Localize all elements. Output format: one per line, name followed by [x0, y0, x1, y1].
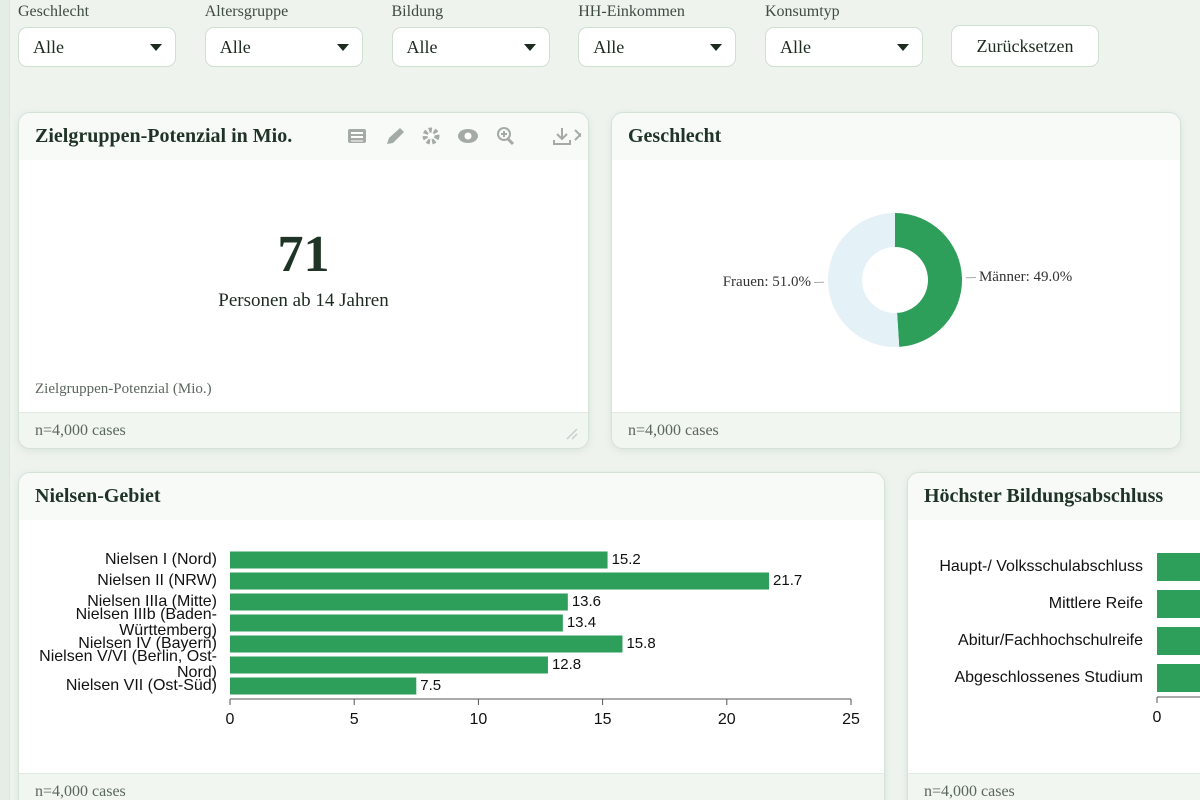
y-tick-label: Nielsen VII (Ost-Süd) — [65, 677, 217, 694]
select-value: Alle — [593, 37, 625, 57]
y-tick-label: Mittlere Reife — [1048, 595, 1143, 612]
kpi-panel: Zielgruppen-Potenzial in Mio. 71 Persone… — [18, 112, 589, 449]
filter-select[interactable]: Alle — [391, 27, 550, 67]
filter-label: Geschlecht — [18, 3, 90, 20]
y-tick-label: Nielsen IIIa (Mitte) — [87, 593, 217, 610]
panel-header — [19, 113, 588, 160]
y-tick-label: Nielsen V/VI (Berlin, Ost-Nord) — [39, 648, 217, 681]
panel-toolbar[interactable] — [345, 125, 581, 149]
panel-title: Geschlecht — [628, 125, 722, 147]
caret — [336, 44, 349, 51]
filter-label: Bildung — [391, 3, 444, 20]
select-value: Alle — [33, 37, 64, 57]
kpi-value: 71 — [277, 226, 330, 283]
panel-header — [612, 113, 1180, 160]
resize-handle[interactable] — [564, 426, 580, 442]
select-caret — [897, 44, 909, 51]
filter-label: Konsumtyp — [765, 3, 840, 20]
filter-select[interactable]: Alle — [18, 27, 176, 67]
panel-header — [19, 473, 884, 520]
caret — [897, 44, 909, 51]
panel-title: Zielgruppen-Potenzial in Mio. — [35, 125, 293, 147]
panel-footer: n=4,000 cases — [19, 412, 588, 448]
caret — [523, 44, 536, 51]
reset-button[interactable]: Zurücksetzen — [951, 25, 1099, 67]
caret — [150, 44, 162, 51]
y-tick-label: Nielsen IIIb (Baden-Württemberg) — [75, 606, 217, 639]
y-tick-label: Abitur/Fachhochschulreife — [958, 632, 1143, 649]
select-caret — [336, 44, 349, 51]
panel-header — [908, 473, 1200, 520]
filter-select[interactable]: Alle — [204, 27, 363, 67]
case-count: n=4,000 cases — [35, 783, 126, 800]
y-tick-label: Abgeschlossenes Studium — [954, 669, 1143, 686]
panel-footer: n=4,000 cases — [19, 773, 884, 800]
case-count: n=4,000 cases — [628, 422, 719, 439]
gender-panel: Geschlecht n=4,000 cases — [611, 112, 1181, 449]
y-tick-label: Haupt-/ Volksschulabschluss — [939, 558, 1143, 575]
panel-footer: n=4,000 cases — [908, 773, 1200, 800]
sidebar-edge — [0, 0, 10, 800]
filter-label: Altersgruppe — [204, 3, 289, 20]
select-value: Alle — [219, 37, 251, 57]
y-tick-label: Nielsen IV (Bayern) — [78, 635, 217, 652]
select-value: Alle — [406, 37, 438, 57]
y-tick-label: Nielsen II (NRW) — [97, 572, 217, 589]
panel-title: Höchster Bildungsabschluss — [924, 485, 1164, 507]
caret — [710, 44, 723, 51]
filter-select[interactable]: Alle — [765, 27, 923, 67]
filter-select[interactable]: Alle — [578, 27, 737, 67]
panel-footer: n=4,000 cases — [612, 412, 1180, 448]
select-value: Alle — [780, 37, 811, 57]
case-count: n=4,000 cases — [35, 422, 126, 439]
case-count: n=4,000 cases — [924, 783, 1015, 800]
select-caret — [150, 44, 162, 51]
y-tick-label: Nielsen I (Nord) — [104, 551, 217, 568]
panel-title: Nielsen-Gebiet — [35, 485, 161, 507]
education-panel: Höchster Bildungsabschluss n=4,000 cases — [907, 472, 1200, 800]
kpi-subtitle: Zielgruppen-Potenzial (Mio.) — [35, 381, 212, 397]
kpi-caption: Personen ab 14 Jahren — [218, 290, 389, 311]
select-caret — [523, 44, 536, 51]
select-caret — [710, 44, 723, 51]
filter-label: HH-Einkommen — [578, 3, 685, 20]
